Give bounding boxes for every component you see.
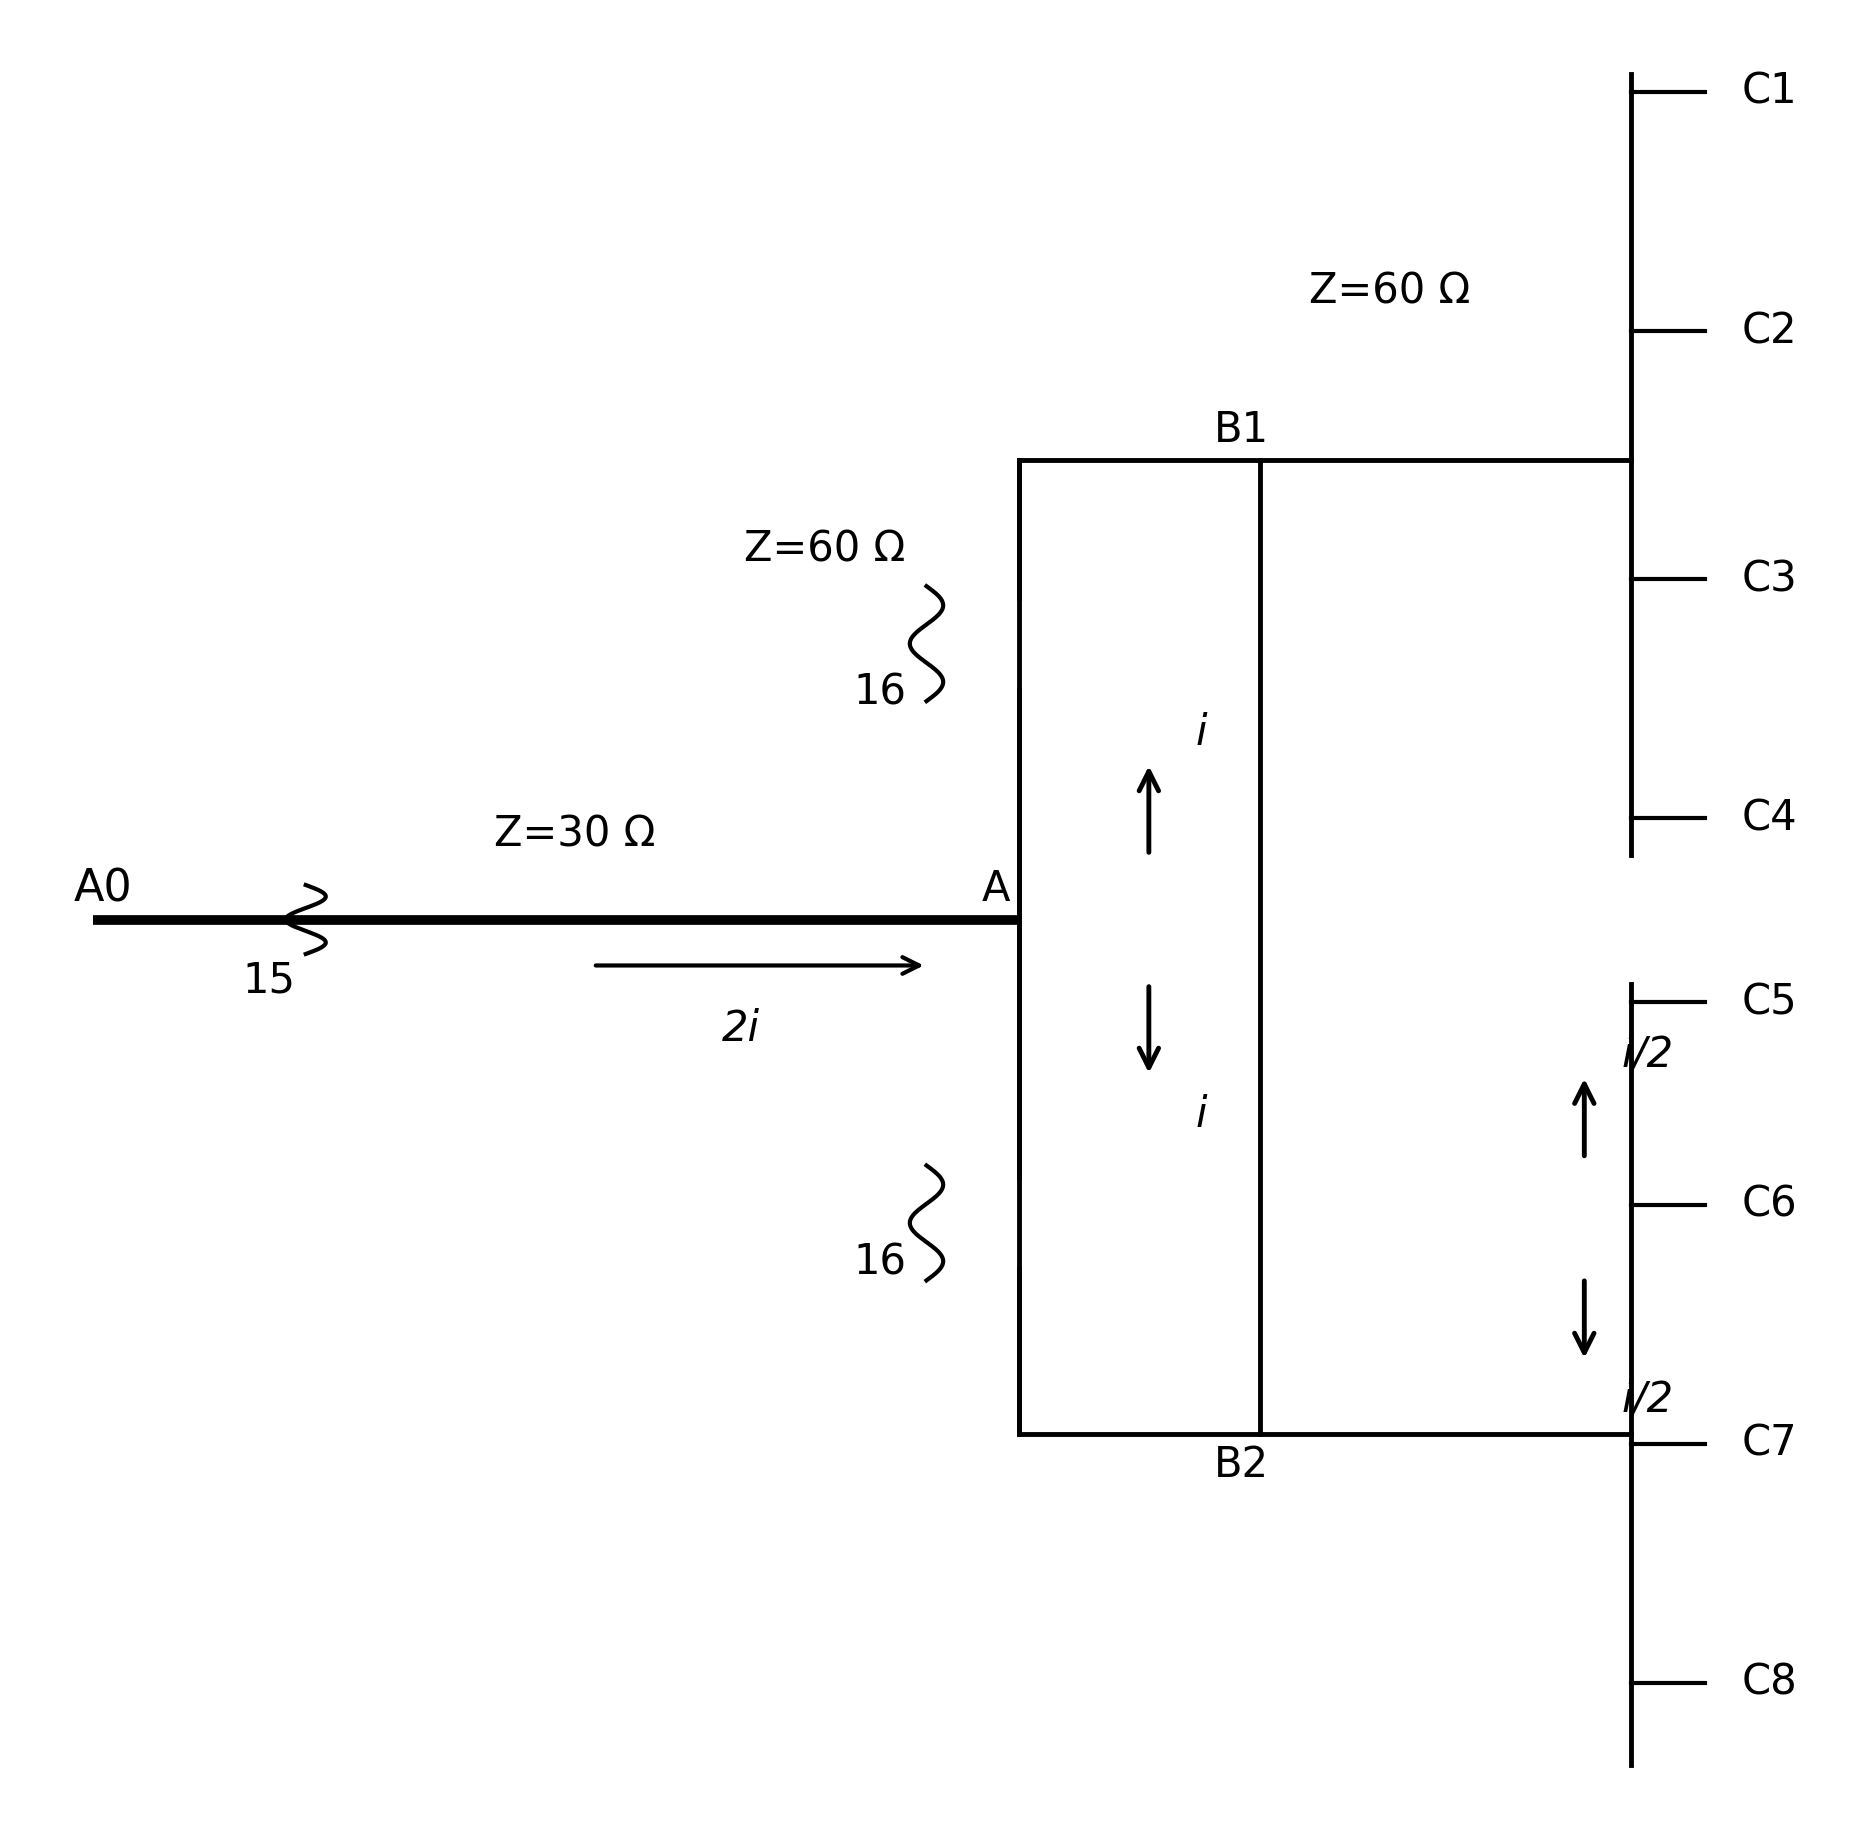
Text: C2: C2 [1742,311,1797,351]
Text: 16: 16 [854,671,906,714]
Text: C8: C8 [1742,1662,1797,1703]
Text: i: i [1195,712,1206,754]
Text: i/2: i/2 [1621,1034,1673,1076]
Text: B2: B2 [1214,1444,1269,1486]
Text: C6: C6 [1742,1184,1797,1225]
Text: Z=60 Ω: Z=60 Ω [743,528,906,570]
Text: 2i: 2i [723,1008,760,1050]
Text: Z=30 Ω: Z=30 Ω [493,813,656,855]
Text: i/2: i/2 [1621,1379,1673,1422]
Text: Z=60 Ω: Z=60 Ω [1308,270,1471,313]
Text: B1: B1 [1214,408,1269,451]
Text: C4: C4 [1742,798,1797,839]
Text: C5: C5 [1742,982,1797,1022]
Text: C3: C3 [1742,559,1797,600]
Text: C1: C1 [1742,72,1797,112]
Text: A: A [982,868,1010,910]
Text: i: i [1195,1094,1206,1137]
Text: 16: 16 [854,1241,906,1284]
Bar [1019,460,1260,1434]
Text: A0: A0 [74,868,133,910]
Text: C7: C7 [1742,1423,1797,1464]
Text: 15: 15 [243,960,295,1002]
